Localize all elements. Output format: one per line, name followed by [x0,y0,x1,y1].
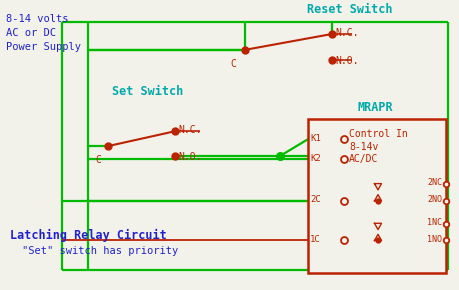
Text: Control In
8-14v
AC/DC: Control In 8-14v AC/DC [348,129,407,164]
Text: 2NO: 2NO [426,195,441,204]
Text: 2C: 2C [309,195,320,204]
Text: N.C.: N.C. [178,125,201,135]
Text: N.C.: N.C. [334,28,358,38]
Text: 8-14 volts
AC or DC
Power Supply: 8-14 volts AC or DC Power Supply [6,14,81,52]
Polygon shape [374,195,381,201]
Text: Latching Relay Circuit: Latching Relay Circuit [10,229,167,242]
Text: MRAPR: MRAPR [356,101,392,114]
Text: N.O.: N.O. [178,152,201,162]
Polygon shape [374,234,381,241]
Text: 1C: 1C [309,235,320,244]
Text: K1: K1 [309,134,320,143]
Text: N.O.: N.O. [334,56,358,66]
Text: Reset Switch: Reset Switch [307,3,392,16]
Text: C: C [230,59,235,69]
Text: Set Switch: Set Switch [112,86,183,99]
Text: "Set" switch has priority: "Set" switch has priority [22,246,178,256]
Text: 1NC: 1NC [426,218,441,227]
Polygon shape [374,223,381,230]
Text: K2: K2 [309,153,320,162]
Bar [308,119,445,273]
Text: C: C [95,155,101,165]
Text: 1NO: 1NO [426,235,441,244]
Polygon shape [374,184,381,190]
Text: 2NC: 2NC [426,178,441,187]
